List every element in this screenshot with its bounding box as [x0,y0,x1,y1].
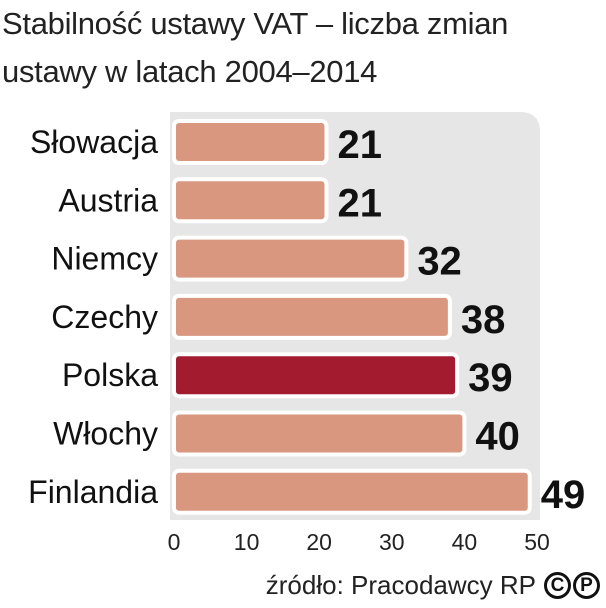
bar-austria [172,177,329,224]
bars-group [172,119,532,515]
category-label-polska: Polska [62,357,158,393]
category-label-s-owacja: Słowacja [30,124,158,160]
x-tick-20: 20 [306,529,332,555]
value-label-czechy: 38 [461,298,506,342]
x-tick-10: 10 [234,529,260,555]
value-label-polska: 39 [468,356,513,400]
value-label-s-owacja: 21 [337,123,382,167]
category-label-austria: Austria [58,182,158,218]
category-label-finlandia: Finlandia [28,474,158,510]
category-label-w-ochy: Włochy [53,416,158,452]
source-logo-c: C [544,572,571,599]
x-tick-50: 50 [524,529,550,555]
value-label-finlandia: 49 [541,473,586,517]
bar-s-owacja [172,119,329,165]
category-label-niemcy: Niemcy [51,241,158,277]
bar-finlandia [172,468,532,515]
value-label-niemcy: 32 [417,240,462,284]
source-note: źródło: Pracodawcy RP [265,570,536,600]
bar-czechy [172,293,452,340]
bar-polska [172,352,460,399]
bar-w-ochy [172,410,467,457]
source-logo-p: P [573,572,600,599]
chart-title: Stabilność ustawy VAT – liczba zmian ust… [2,0,508,96]
category-label-czechy: Czechy [51,299,158,335]
x-axis-ticks: 0 10 20 30 40 50 [168,529,550,555]
x-tick-0: 0 [168,529,181,555]
value-label-austria: 21 [337,181,382,225]
bar-niemcy [172,235,409,282]
source-logo: C P [544,572,600,599]
chart-title-line-2: ustawy w latach 2004–2014 [2,54,378,89]
value-label-w-ochy: 40 [475,415,520,459]
category-labels: Słowacja Austria Niemcy Czechy Polska Włochy F… [28,124,158,510]
x-tick-40: 40 [452,529,478,555]
chart-title-line-1: Stabilność ustawy VAT – liczba zmian [2,6,509,41]
value-labels: 21 21 32 38 39 40 49 [337,123,585,517]
x-tick-30: 30 [379,529,405,555]
